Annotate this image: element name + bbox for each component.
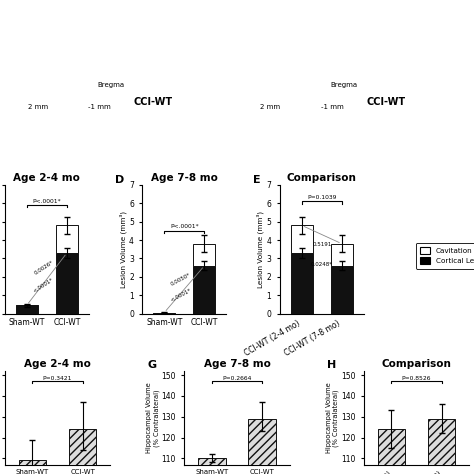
Bar: [248, 419, 276, 465]
Bar: [291, 253, 313, 313]
Title: Age 2-4 mo: Age 2-4 mo: [24, 359, 91, 369]
Text: Bregma: Bregma: [98, 82, 125, 88]
Text: CCI-WT: CCI-WT: [366, 97, 405, 108]
Y-axis label: Hippocampal Volume
(% Contralateral): Hippocampal Volume (% Contralateral): [326, 383, 339, 453]
Text: Bregma: Bregma: [330, 82, 357, 88]
Text: G: G: [147, 360, 156, 370]
Text: -1 mm: -1 mm: [320, 104, 343, 110]
Bar: [18, 460, 46, 465]
Text: P=0.8526: P=0.8526: [402, 375, 431, 381]
Title: Comparison: Comparison: [382, 359, 451, 369]
Text: 0.5191: 0.5191: [312, 242, 331, 246]
Title: Comparison: Comparison: [287, 173, 357, 183]
Title: Age 7-8 mo: Age 7-8 mo: [151, 173, 218, 183]
Text: CCI-WT: CCI-WT: [134, 97, 173, 108]
Text: 0.0248*: 0.0248*: [311, 262, 333, 267]
Text: P<.0001*: P<.0001*: [33, 199, 61, 204]
Bar: [56, 253, 78, 313]
Bar: [291, 225, 313, 253]
Legend: Cavitation, Cortical Lesions: Cavitation, Cortical Lesions: [416, 243, 474, 268]
Bar: [193, 266, 215, 313]
Text: E: E: [253, 174, 260, 185]
Bar: [377, 429, 405, 465]
Text: 0.0050*: 0.0050*: [170, 272, 192, 287]
Bar: [16, 305, 38, 313]
Bar: [193, 244, 215, 266]
Text: <.0001*: <.0001*: [170, 287, 192, 302]
Bar: [428, 419, 456, 465]
Bar: [331, 244, 353, 266]
Text: 0.0026*: 0.0026*: [33, 260, 54, 276]
Text: D: D: [115, 174, 125, 185]
Bar: [69, 429, 97, 465]
Text: <.0001*: <.0001*: [33, 278, 55, 294]
Y-axis label: Lesion Volume (mm³): Lesion Volume (mm³): [257, 211, 264, 288]
Title: Age 2-4 mo: Age 2-4 mo: [13, 173, 80, 183]
Title: Age 7-8 mo: Age 7-8 mo: [203, 359, 271, 369]
Bar: [331, 266, 353, 313]
Bar: [56, 225, 78, 253]
Text: H: H: [327, 360, 336, 370]
Text: P=0.1039: P=0.1039: [307, 195, 337, 200]
Text: 2 mm: 2 mm: [28, 104, 48, 110]
Text: 2 mm: 2 mm: [260, 104, 280, 110]
Bar: [198, 458, 226, 465]
Text: P=0.2664: P=0.2664: [222, 375, 252, 381]
Y-axis label: Hippocampal Volume
(% Contralateral): Hippocampal Volume (% Contralateral): [146, 383, 160, 453]
Text: P=0.3421: P=0.3421: [43, 375, 72, 381]
Text: P<.0001*: P<.0001*: [170, 224, 199, 229]
Text: -1 mm: -1 mm: [88, 104, 111, 110]
Y-axis label: Lesion Volume (mm³): Lesion Volume (mm³): [119, 211, 127, 288]
